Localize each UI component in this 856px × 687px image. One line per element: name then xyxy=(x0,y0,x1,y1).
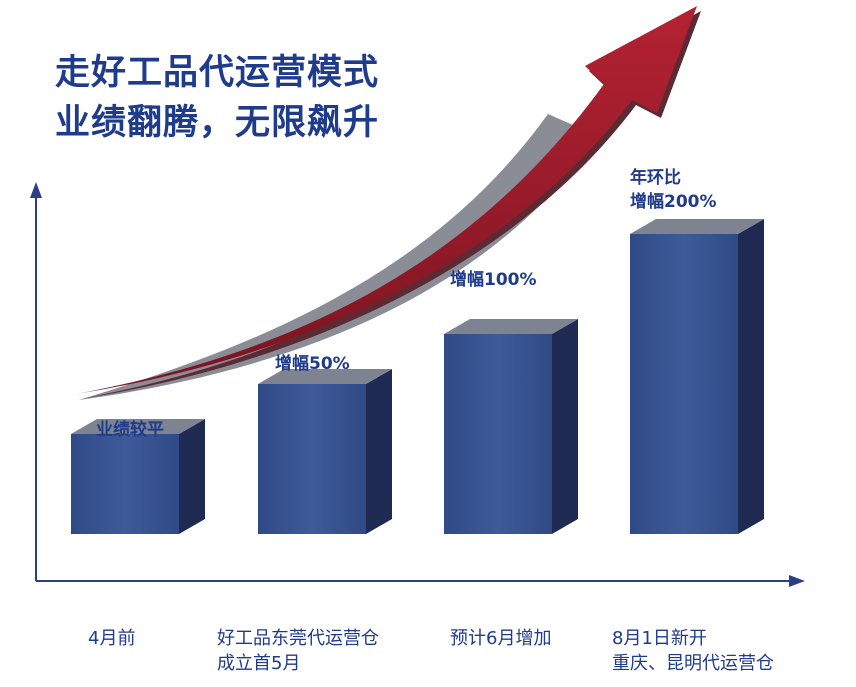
x-axis xyxy=(36,575,805,587)
chart-title-line-2: 业绩翻腾，无限飙升 xyxy=(55,103,380,143)
bar-top-face xyxy=(258,369,392,384)
x-tick-label-4: 8月1日新开重庆、昆明代运营仓 xyxy=(612,626,774,676)
x-tick-label-line: 8月1日新开 xyxy=(612,628,707,649)
x-tick-label-line: 好工品东莞代运营仓 xyxy=(217,628,379,649)
arrow-body xyxy=(76,6,697,394)
x-tick-label-line: 重庆、昆明代运营仓 xyxy=(612,653,774,674)
bar-value-label-line: 增幅50% xyxy=(275,354,350,374)
bar-4 xyxy=(630,219,764,534)
x-tick-label-3: 预计6月增加 xyxy=(450,626,551,651)
growth-trend-arrow xyxy=(76,6,701,400)
bar-value-label-line: 增幅200% xyxy=(630,192,717,212)
bar-front-face xyxy=(258,384,366,534)
bar-value-label-line: 业绩较平 xyxy=(96,420,164,440)
x-tick-label-line: 预计6月增加 xyxy=(450,628,552,649)
bar-value-label-3: 增幅100% xyxy=(450,268,537,292)
bar-1 xyxy=(71,419,205,534)
bar-top-face xyxy=(71,419,205,434)
bar-top-face xyxy=(444,319,578,334)
arrow-shadow xyxy=(79,114,598,400)
bar-value-label-4: 年环比增幅200% xyxy=(630,166,717,214)
y-axis xyxy=(30,182,42,581)
bar-value-label-line: 年环比 xyxy=(630,168,681,188)
bar-side-face xyxy=(366,369,392,534)
bar-3 xyxy=(444,319,578,534)
bar-front-face xyxy=(71,434,179,534)
bar-front-face xyxy=(630,234,738,534)
bar-value-label-line: 增幅100% xyxy=(450,270,537,290)
bar-top-face xyxy=(630,219,764,234)
bar-value-label-2: 增幅50% xyxy=(275,352,350,376)
x-tick-label-2: 好工品东莞代运营仓 成立首5月 xyxy=(217,626,379,676)
chart-title-line-1: 走好工品代运营模式 xyxy=(55,53,380,93)
bar-side-face xyxy=(738,219,764,534)
bar-side-face xyxy=(552,319,578,534)
x-tick-label-1: 4月前 xyxy=(88,626,135,651)
x-tick-label-line: 4月前 xyxy=(88,628,136,649)
bar-value-label-1: 业绩较平 xyxy=(96,418,164,442)
bar-2 xyxy=(258,369,392,534)
x-tick-label-line: 成立首5月 xyxy=(217,653,301,674)
bar-front-face xyxy=(444,334,552,534)
bar-side-face xyxy=(179,419,205,534)
